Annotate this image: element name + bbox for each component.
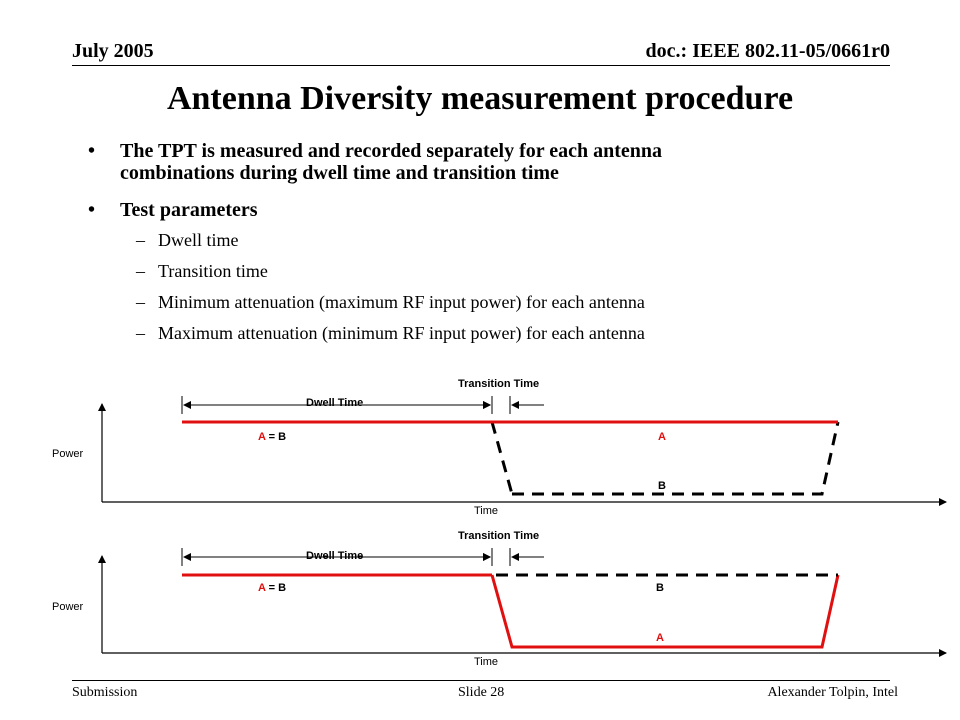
label-a-2: A [258,582,266,594]
x-axis-label-2: Time [474,656,498,668]
label-a-1: A [258,431,266,443]
dash-icon: – [136,323,145,343]
label-lower-2: A [656,632,664,644]
footer-rule [72,680,890,681]
subitem-text: Minimum attenuation (maximum RF input po… [158,292,645,312]
label-upper-2: B [656,582,664,594]
footer-slide-number: Slide 28 [458,685,505,700]
header-doc-id: doc.: IEEE 802.11-05/0661r0 [645,40,890,62]
y-axis-label-2: Power [52,601,84,613]
dwell-time-label-1: Dwell Time [306,397,363,409]
bullet-dot-icon: • [88,140,96,162]
header-date: July 2005 [72,40,154,62]
header-rule [72,65,890,66]
transition-time-label-1: Transition Time [458,378,539,390]
bullet-text-line1: The TPT is measured and recorded separat… [120,140,663,162]
y-axis-label-1: Power [52,448,84,460]
bullet-list: • The TPT is measured and recorded separ… [88,140,888,343]
slide-title: Antenna Diversity measurement procedure [166,80,794,117]
diagram-2: Power Time Transition Time Dwell Time A … [52,530,947,668]
timing-diagrams: Power Time Transition Time Dwell Time A … [52,378,947,668]
footer-author: Alexander Tolpin, Intel [767,685,898,700]
bullet-item-tpt: • The TPT is measured and recorded separ… [88,140,888,184]
bullet-text-line2: combinations during dwell time and trans… [120,162,559,184]
x-axis-label-1: Time [474,505,498,517]
subitem-min-attenuation: – Minimum attenuation (maximum RF input … [88,292,888,312]
dash-icon: – [136,230,145,250]
label-eq-2: = [266,582,279,594]
transition-time-label-2: Transition Time [458,530,539,542]
bullet-dot-icon: • [88,199,96,221]
bullet-text: Test parameters [120,199,258,221]
subitem-text: Maximum attenuation (minimum RF input po… [158,323,645,343]
antenna-b-drop-1 [490,421,514,495]
subitem-dwell-time: – Dwell time [88,230,888,250]
antenna-a-line-2 [490,574,840,649]
subitem-transition-time: – Transition time [88,261,888,281]
dash-icon: – [136,292,145,312]
label-eq-1: = [266,431,279,443]
dash-icon: – [136,261,145,281]
antenna-b-line-1 [512,421,840,496]
label-a-equals-b-1: A = B [258,431,286,443]
diagram-1: Power Time Transition Time Dwell Time A … [52,378,947,517]
bullet-item-test-parameters: • Test parameters [88,199,888,221]
label-upper-1: A [658,431,666,443]
label-a-equals-b-2: A = B [258,582,286,594]
label-lower-1: B [658,480,666,492]
footer-submission: Submission [72,685,138,700]
label-b-1: B [278,431,286,443]
label-b-2: B [278,582,286,594]
dwell-time-label-2: Dwell Time [306,550,363,562]
subitem-text: Dwell time [158,230,239,250]
subitem-max-attenuation: – Maximum attenuation (minimum RF input … [88,323,888,343]
subitem-text: Transition time [158,261,268,281]
